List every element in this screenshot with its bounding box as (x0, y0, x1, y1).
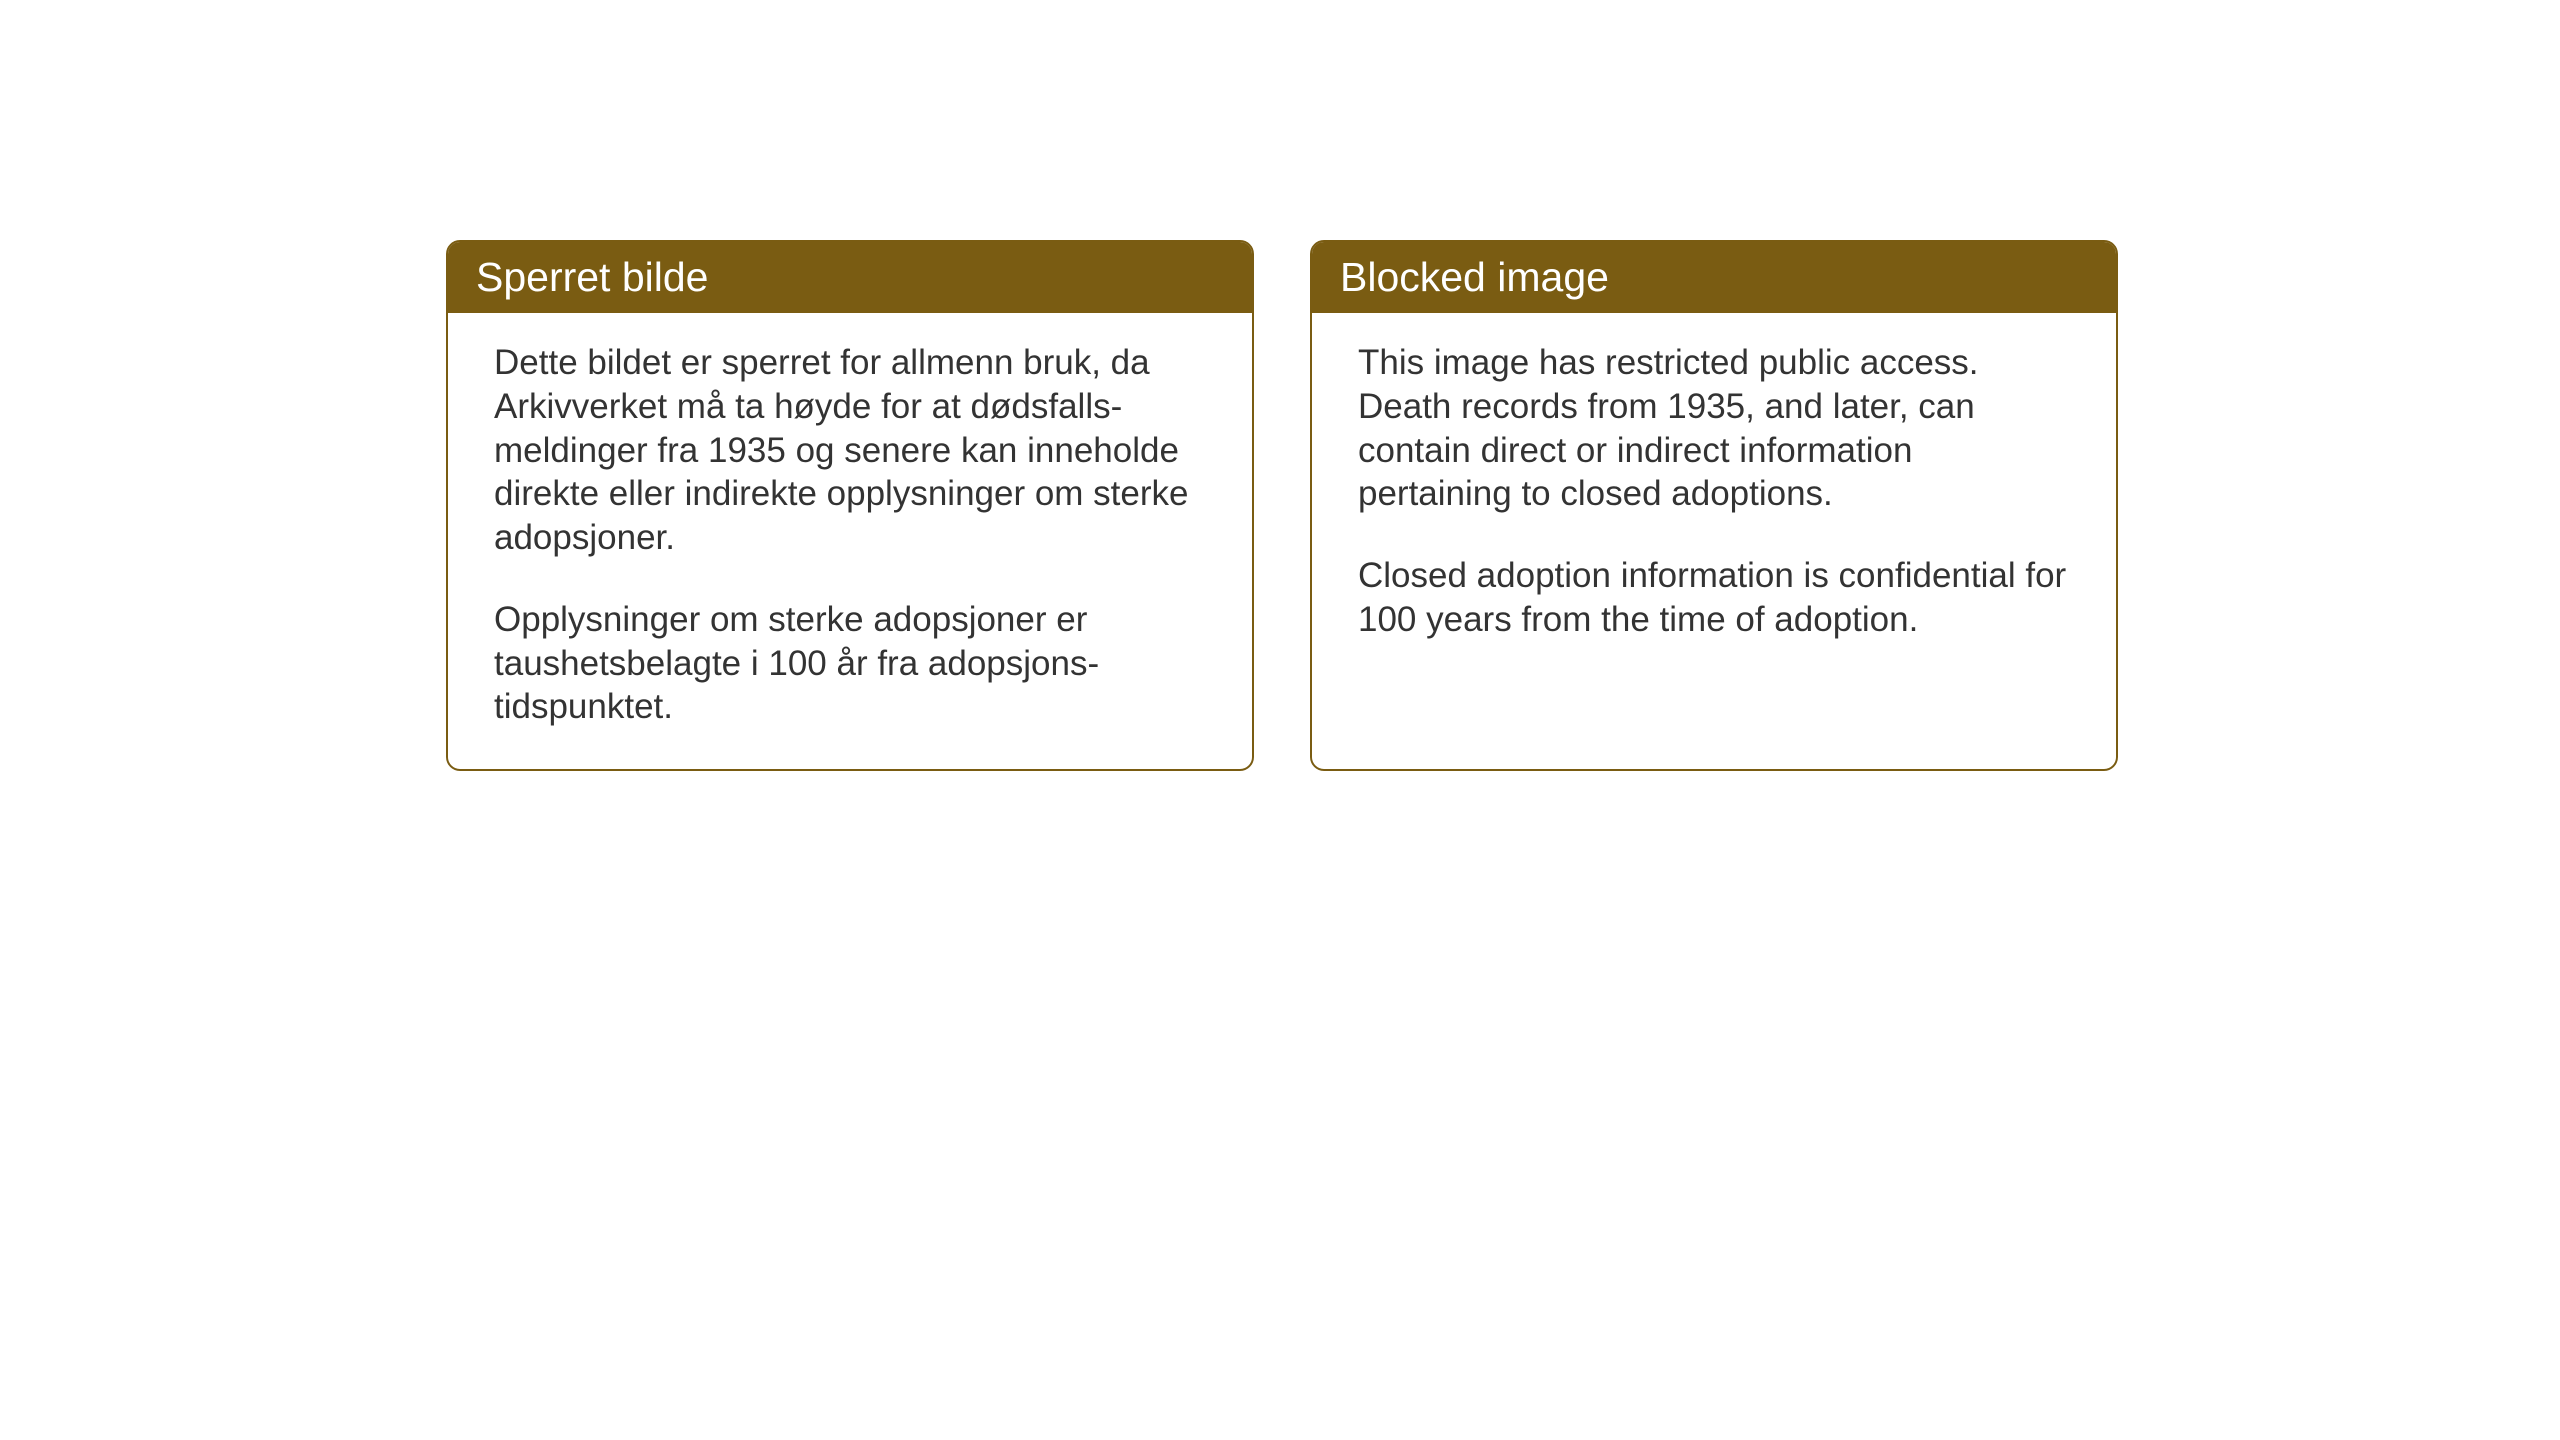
english-card-body: This image has restricted public access.… (1312, 313, 2116, 682)
norwegian-card-body: Dette bildet er sperret for allmenn bruk… (448, 313, 1252, 769)
english-paragraph-1: This image has restricted public access.… (1358, 341, 2070, 516)
norwegian-card: Sperret bilde Dette bildet er sperret fo… (446, 240, 1254, 771)
norwegian-paragraph-2: Opplysninger om sterke adopsjoner er tau… (494, 598, 1206, 729)
norwegian-card-title: Sperret bilde (448, 242, 1252, 313)
english-card-title: Blocked image (1312, 242, 2116, 313)
english-paragraph-2: Closed adoption information is confident… (1358, 554, 2070, 642)
norwegian-paragraph-1: Dette bildet er sperret for allmenn bruk… (494, 341, 1206, 560)
english-card: Blocked image This image has restricted … (1310, 240, 2118, 771)
cards-container: Sperret bilde Dette bildet er sperret fo… (446, 240, 2118, 771)
